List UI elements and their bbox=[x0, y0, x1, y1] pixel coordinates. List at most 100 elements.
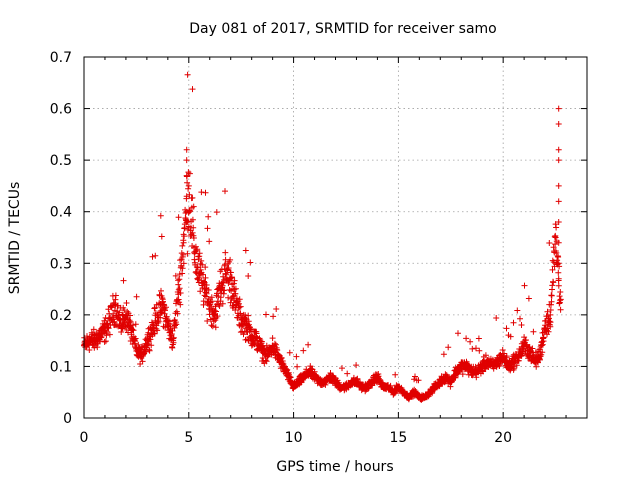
data-point-cloud bbox=[157, 314, 164, 321]
data-point-cloud bbox=[202, 264, 209, 271]
data-point-spike bbox=[518, 322, 525, 328]
data-point-cloud bbox=[212, 324, 219, 331]
data-point-cloud bbox=[184, 250, 191, 257]
data-point-peak bbox=[183, 193, 190, 200]
x-tick-label: 5 bbox=[184, 430, 193, 446]
data-point bbox=[243, 322, 250, 329]
data-point bbox=[107, 317, 114, 323]
y-tick-labels: 0 0.1 0.2 0.3 0.4 0.5 0.6 0.7 bbox=[50, 50, 72, 427]
data-point bbox=[96, 332, 103, 339]
data-point-cloud bbox=[102, 338, 109, 345]
data-point-cloud bbox=[197, 288, 204, 295]
data-point bbox=[458, 363, 465, 370]
data-point-cloud bbox=[557, 306, 564, 313]
data-point-cloud bbox=[139, 358, 146, 365]
data-point-cloud bbox=[213, 308, 219, 315]
data-point-spike bbox=[475, 335, 482, 342]
data-point-cloud bbox=[90, 326, 97, 333]
data-point-spike bbox=[198, 189, 205, 196]
data-point bbox=[390, 389, 397, 396]
data-point-spike bbox=[152, 252, 159, 259]
data-point bbox=[316, 378, 323, 385]
chart-title: Day 081 of 2017, SRMTID for receiver sam… bbox=[189, 21, 497, 37]
data-point-spike bbox=[411, 376, 418, 383]
data-point-cloud bbox=[545, 328, 552, 335]
data-point-cloud bbox=[175, 281, 182, 288]
data-point-cloud bbox=[555, 254, 562, 260]
data-point-spike bbox=[204, 225, 211, 232]
data-point-cloud bbox=[557, 289, 564, 295]
data-point-spike bbox=[242, 247, 249, 254]
data-point bbox=[447, 378, 454, 385]
data-point-cloud bbox=[162, 307, 168, 314]
data-point-cloud bbox=[189, 216, 196, 223]
data-point-spike bbox=[172, 272, 179, 279]
data-point-cloud bbox=[190, 235, 197, 241]
data-point-spike bbox=[184, 71, 191, 78]
data-point-spike bbox=[514, 307, 521, 314]
data-point-spike bbox=[305, 341, 312, 348]
data-point-burst bbox=[555, 182, 562, 189]
data-point-peak bbox=[183, 208, 190, 215]
data-point bbox=[274, 353, 281, 360]
data-point bbox=[348, 378, 355, 385]
x-axis-label: GPS time / hours bbox=[276, 459, 393, 475]
data-point bbox=[170, 337, 177, 344]
data-point-cloud bbox=[247, 326, 254, 333]
data-point-cloud bbox=[258, 338, 265, 345]
data-point-cloud bbox=[557, 297, 564, 304]
data-point-cloud bbox=[183, 219, 190, 226]
data-point bbox=[327, 373, 334, 380]
data-point-cloud bbox=[180, 251, 187, 258]
data-point bbox=[102, 327, 108, 334]
data-point-spike bbox=[293, 353, 300, 360]
data-point-cloud bbox=[230, 280, 237, 287]
data-points bbox=[81, 71, 564, 403]
data-point-spike bbox=[521, 282, 528, 289]
y-tick-label: 0.7 bbox=[50, 50, 72, 66]
data-point-spike bbox=[440, 351, 447, 358]
data-point-burst bbox=[555, 219, 562, 225]
data-point bbox=[395, 384, 402, 391]
data-point-cloud bbox=[272, 341, 279, 348]
data-point bbox=[290, 384, 297, 391]
data-point bbox=[505, 363, 512, 370]
data-point bbox=[437, 378, 444, 385]
data-point bbox=[259, 348, 266, 354]
x-tick-label: 15 bbox=[389, 430, 407, 446]
data-point-cloud bbox=[170, 334, 177, 341]
data-point bbox=[164, 322, 171, 329]
data-point-cloud bbox=[190, 203, 197, 210]
data-point-cloud bbox=[227, 269, 234, 276]
data-point-cloud bbox=[174, 310, 181, 317]
y-axis-label: SRMTID / TECUs bbox=[7, 182, 23, 295]
data-point-cloud bbox=[189, 194, 196, 201]
data-point bbox=[185, 182, 192, 189]
data-point bbox=[222, 270, 229, 277]
data-point-cloud bbox=[222, 249, 229, 256]
data-point bbox=[405, 394, 412, 401]
data-point-cloud bbox=[179, 242, 186, 249]
data-point-cloud bbox=[223, 271, 230, 278]
data-point-spike bbox=[546, 240, 553, 246]
data-point-cloud bbox=[181, 233, 188, 240]
data-point-cloud bbox=[101, 338, 108, 345]
data-point bbox=[526, 348, 533, 354]
data-point-spike bbox=[339, 365, 345, 372]
data-point-cloud bbox=[176, 285, 183, 292]
data-point-spike bbox=[469, 345, 476, 352]
data-point bbox=[212, 311, 218, 318]
data-point-cloud bbox=[155, 318, 162, 325]
data-point-peak bbox=[183, 157, 190, 164]
data-point-spike bbox=[273, 306, 280, 312]
data-point-cloud bbox=[202, 274, 209, 281]
data-point-burst bbox=[555, 121, 562, 127]
x-tick-label: 20 bbox=[494, 430, 512, 446]
data-point-spike bbox=[263, 311, 269, 318]
data-point-cloud bbox=[148, 342, 155, 349]
data-point-cloud bbox=[198, 257, 205, 264]
data-point-cloud bbox=[549, 266, 556, 273]
data-point-cloud bbox=[204, 318, 211, 324]
data-point bbox=[515, 353, 522, 360]
data-point bbox=[494, 358, 501, 365]
